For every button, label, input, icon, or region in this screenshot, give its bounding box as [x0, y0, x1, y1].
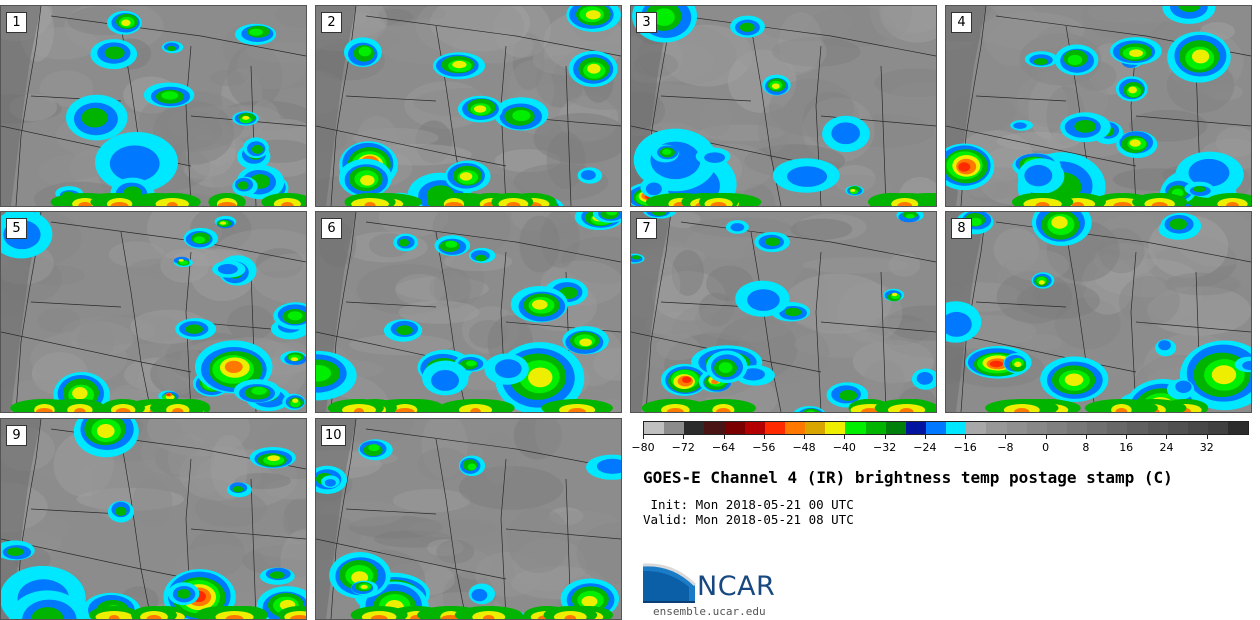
- colorbar-tick-label: 0: [1042, 441, 1050, 454]
- colorbar-swatch: [986, 422, 1007, 434]
- colorbar-tick: [844, 434, 846, 439]
- figure-title: GOES-E Channel 4 (IR) brightness temp po…: [643, 468, 1173, 487]
- colorbar-tick: [1045, 434, 1047, 439]
- stamp-panel: 9: [0, 418, 307, 620]
- stamp-panel: 8: [945, 211, 1252, 413]
- stamp-panel: 3: [630, 5, 937, 207]
- colorbar-tick: [884, 434, 886, 439]
- colorbar-tick-label: −8: [997, 441, 1014, 454]
- colorbar-tick: [1005, 434, 1007, 439]
- colorbar-swatch: [825, 422, 846, 434]
- colorbar-swatch: [704, 422, 725, 434]
- colorbar-tick: [1206, 434, 1208, 439]
- colorbar-tick: [723, 434, 725, 439]
- colorbar-swatch: [744, 422, 765, 434]
- ir-map: [1, 6, 306, 206]
- colorbar-swatch: [1066, 422, 1088, 434]
- stamp-panel: 4: [945, 5, 1252, 207]
- stamp-panel: 1: [0, 5, 307, 207]
- colorbar-tick-label: −40: [832, 441, 856, 454]
- panel-number: 7: [636, 218, 657, 239]
- panel-number: 9: [6, 425, 27, 446]
- panel-number: 6: [321, 218, 342, 239]
- colorbar-swatch: [1167, 422, 1188, 434]
- panel-number: 2: [321, 12, 342, 33]
- colorbar-tick: [683, 434, 685, 439]
- ir-map: [946, 212, 1251, 412]
- stamp-panel: 6: [315, 211, 622, 413]
- colorbar-swatch: [1046, 422, 1067, 434]
- colorbar-tick: [1166, 434, 1168, 439]
- panel-number: 1: [6, 12, 27, 33]
- colorbar-tick-label: −80: [631, 441, 655, 454]
- ir-map: [1, 419, 306, 619]
- ir-map: [631, 6, 936, 206]
- colorbar-tick: [1085, 434, 1087, 439]
- colorbar-tick-label: −16: [953, 441, 977, 454]
- colorbar-swatch: [885, 422, 906, 434]
- colorbar-tick-label: 8: [1082, 441, 1090, 454]
- colorbar-tick-label: 32: [1199, 441, 1214, 454]
- logo-wordmark: NCAR: [697, 571, 776, 602]
- panel-number: 10: [321, 425, 346, 446]
- colorbar-swatch: [966, 422, 987, 434]
- colorbar: [643, 421, 1249, 435]
- colorbar-swatch: [1127, 422, 1148, 434]
- colorbar-swatch: [1087, 422, 1108, 434]
- valid-time: Valid: Mon 2018-05-21 08 UTC: [643, 512, 854, 527]
- ir-map: [946, 6, 1251, 206]
- stamp-panel: 7: [630, 211, 937, 413]
- stamp-panel: 10: [315, 418, 622, 620]
- colorbar-swatch: [1207, 422, 1229, 434]
- ncar-logo-icon: [643, 563, 697, 603]
- colorbar-swatch: [1107, 422, 1128, 434]
- colorbar-tick: [804, 434, 806, 439]
- colorbar-swatch: [1147, 422, 1168, 434]
- colorbar-swatch: [784, 422, 806, 434]
- logo-url: ensemble.ucar.edu: [653, 605, 766, 618]
- colorbar-swatch: [865, 422, 886, 434]
- colorbar-swatch: [805, 422, 826, 434]
- colorbar-tick: [1126, 434, 1128, 439]
- colorbar-tick: [763, 434, 765, 439]
- colorbar-swatch: [845, 422, 866, 434]
- panel-number: 5: [6, 218, 27, 239]
- colorbar-tick-label: −32: [872, 441, 897, 454]
- ir-map: [316, 212, 621, 412]
- colorbar-tick-label: −72: [671, 441, 695, 454]
- colorbar-swatch: [1228, 422, 1249, 434]
- panel-number: 8: [951, 218, 972, 239]
- colorbar-tick: [924, 434, 926, 439]
- panel-number: 3: [636, 12, 657, 33]
- colorbar-tick: [965, 434, 967, 439]
- colorbar-swatch: [764, 422, 785, 434]
- stamp-panel: 5: [0, 211, 307, 413]
- colorbar-swatch: [925, 422, 947, 434]
- colorbar-swatch: [1026, 422, 1047, 434]
- colorbar-swatch: [946, 422, 967, 434]
- colorbar-tick: [643, 434, 644, 439]
- ir-map: [1, 212, 306, 412]
- colorbar-tick-label: 24: [1159, 441, 1174, 454]
- ir-map: [316, 419, 621, 619]
- ir-map: [631, 212, 936, 412]
- colorbar-tick-label: −64: [711, 441, 736, 454]
- init-time: Init: Mon 2018-05-21 00 UTC: [643, 497, 854, 512]
- colorbar-swatch: [664, 422, 685, 434]
- stamp-panel: 2: [315, 5, 622, 207]
- colorbar-tick-label: −48: [792, 441, 816, 454]
- colorbar-swatch: [644, 422, 665, 434]
- ir-map: [316, 6, 621, 206]
- colorbar-swatch: [1187, 422, 1208, 434]
- colorbar-tick-label: −24: [913, 441, 937, 454]
- colorbar-tick-label: 16: [1119, 441, 1134, 454]
- colorbar-swatch: [684, 422, 705, 434]
- colorbar-swatch: [905, 422, 926, 434]
- panel-number: 4: [951, 12, 972, 33]
- colorbar-swatch: [724, 422, 745, 434]
- colorbar-tick-label: −56: [752, 441, 776, 454]
- colorbar-swatch: [1006, 422, 1027, 434]
- colorbar-ticks: −80 −72 −64 −56 −48 −40 −32 −24 −16 −8 0 8 16 24 32: [631, 434, 1249, 454]
